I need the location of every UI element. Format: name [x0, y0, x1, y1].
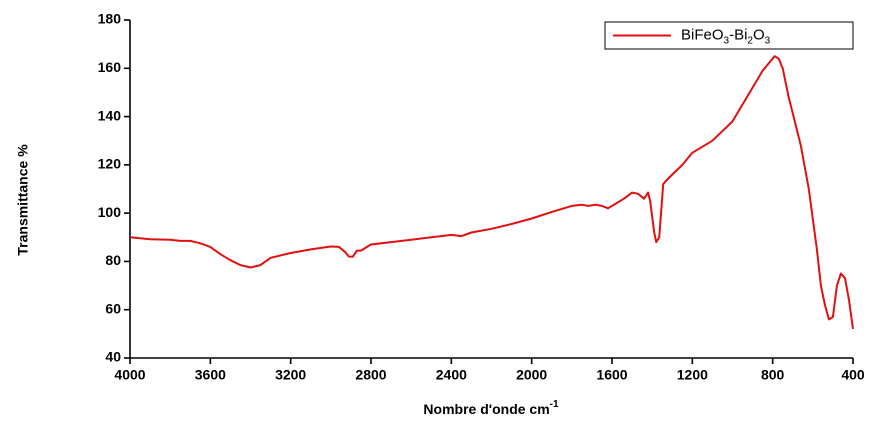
y-tick-label: 120	[98, 156, 122, 172]
x-tick-label: 2400	[436, 367, 467, 383]
x-tick-label: 3600	[195, 367, 226, 383]
x-tick-label: 3200	[275, 367, 306, 383]
x-tick-label: 4000	[114, 367, 145, 383]
y-tick-label: 140	[98, 107, 122, 123]
x-tick-label: 800	[761, 367, 785, 383]
y-tick-label: 60	[105, 300, 121, 316]
x-axis-label: Nombre d'onde cm-1	[423, 399, 559, 417]
line	[129, 55, 854, 330]
x-tick-label: 2800	[355, 367, 386, 383]
y-tick-label: 40	[105, 349, 121, 365]
x-tick-label: 1600	[596, 367, 627, 383]
x-tick-label: 400	[841, 367, 865, 383]
x-tick-label: 1200	[677, 367, 708, 383]
y-tick-label: 180	[98, 11, 122, 27]
y-tick-label: 80	[105, 252, 121, 268]
y-tick-label: 160	[98, 59, 122, 75]
legend-label: BiFeO3-Bi2O3	[681, 26, 771, 46]
y-tick-label: 100	[98, 204, 122, 220]
x-tick-label: 2000	[516, 367, 547, 383]
y-axis-label: Transmittance %	[15, 144, 31, 256]
